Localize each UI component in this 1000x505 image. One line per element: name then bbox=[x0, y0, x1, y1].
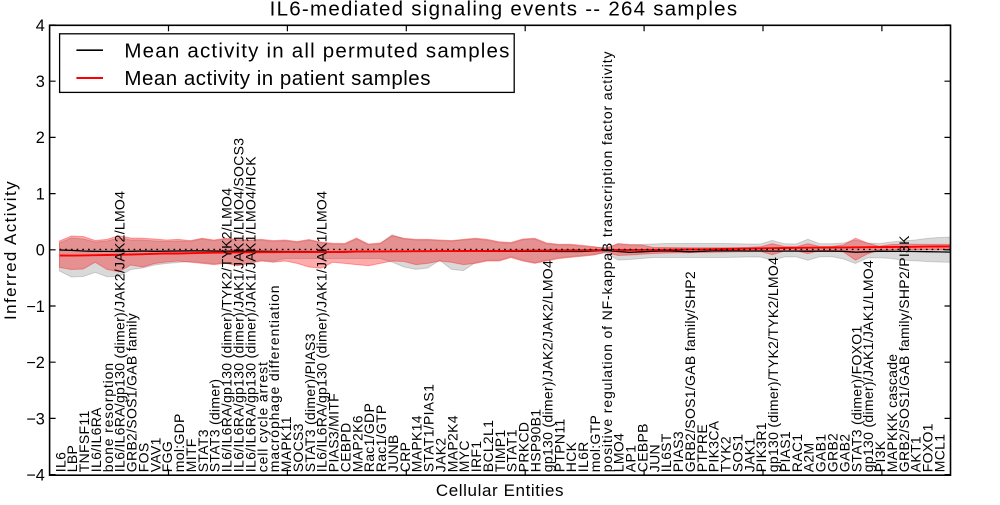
svg-text:−3: −3 bbox=[26, 410, 45, 428]
svg-text:PIAS3: PIAS3 bbox=[670, 431, 686, 472]
svg-text:HCK: HCK bbox=[563, 441, 579, 472]
svg-text:cell cycle arrest: cell cycle arrest bbox=[254, 361, 270, 472]
svg-text:mol:GTP: mol:GTP bbox=[587, 415, 603, 472]
svg-text:GAB1: GAB1 bbox=[813, 434, 829, 473]
svg-text:MYC: MYC bbox=[456, 440, 472, 472]
svg-text:positive regulation of NF-kapp: positive regulation of NF-kappaB transcr… bbox=[599, 51, 615, 473]
svg-text:PTPN11: PTPN11 bbox=[551, 419, 567, 473]
svg-text:STAT1: STAT1 bbox=[504, 429, 520, 472]
svg-text:LBP: LBP bbox=[64, 445, 80, 472]
svg-text:−2: −2 bbox=[26, 354, 45, 372]
svg-text:GRB2/SOS1/GAB family/SHP2/PI3K: GRB2/SOS1/GAB family/SHP2/PI3K bbox=[896, 235, 912, 472]
svg-text:PIK3R1: PIK3R1 bbox=[753, 422, 769, 472]
svg-text:IL6/IL6RA/gp130 (dimer)/JAK1/J: IL6/IL6RA/gp130 (dimer)/JAK1/JAK1/LMO4 bbox=[314, 191, 330, 472]
svg-text:CEBPB: CEBPB bbox=[634, 423, 650, 472]
svg-text:IL6: IL6 bbox=[52, 452, 68, 472]
svg-text:TIMP1: TIMP1 bbox=[492, 429, 508, 472]
svg-text:IL6/IL6RA/gp130 (dimer)/TYK2/T: IL6/IL6RA/gp130 (dimer)/TYK2/TYK2/LMO4 bbox=[219, 188, 235, 473]
svg-text:GRB2: GRB2 bbox=[825, 433, 841, 472]
svg-text:STAT3 (dimer)/FOXO1: STAT3 (dimer)/FOXO1 bbox=[848, 325, 864, 472]
svg-text:macrophage differentiation: macrophage differentiation bbox=[266, 285, 282, 473]
svg-text:IRF1: IRF1 bbox=[468, 441, 484, 473]
svg-text:2: 2 bbox=[36, 129, 45, 147]
svg-text:TYK2: TYK2 bbox=[718, 436, 734, 472]
svg-text:0: 0 bbox=[36, 242, 45, 260]
svg-text:MCL1: MCL1 bbox=[931, 434, 947, 473]
svg-text:PTPRE: PTPRE bbox=[694, 424, 710, 472]
svg-text:CEBPD: CEBPD bbox=[337, 422, 353, 472]
svg-text:LMO4: LMO4 bbox=[611, 433, 627, 472]
svg-text:MAP2K4: MAP2K4 bbox=[444, 415, 460, 472]
svg-text:gp130 (dimer)/JAK1/JAK1/LMO4: gp130 (dimer)/JAK1/JAK1/LMO4 bbox=[860, 260, 876, 472]
svg-text:FGG: FGG bbox=[159, 441, 175, 472]
svg-text:FOS: FOS bbox=[136, 443, 152, 473]
svg-text:HSP90B1: HSP90B1 bbox=[528, 409, 544, 473]
svg-text:GAB2: GAB2 bbox=[836, 434, 852, 473]
svg-text:BCL2L1: BCL2L1 bbox=[480, 420, 496, 472]
svg-text:IL6/IL6RA: IL6/IL6RA bbox=[88, 407, 104, 472]
svg-text:−4: −4 bbox=[26, 467, 45, 485]
svg-text:3: 3 bbox=[36, 73, 45, 91]
svg-text:CRP: CRP bbox=[397, 442, 413, 472]
svg-text:MITF: MITF bbox=[183, 438, 199, 472]
svg-text:IL6-mediated signaling events: IL6-mediated signaling events -- 264 sam… bbox=[270, 0, 739, 21]
svg-text:mol:GDP: mol:GDP bbox=[171, 413, 187, 472]
svg-text:SOS1: SOS1 bbox=[730, 434, 746, 473]
svg-text:AKT1: AKT1 bbox=[908, 436, 924, 472]
svg-text:IL6/IL6RA/gp130 (dimer)/JAK1/J: IL6/IL6RA/gp130 (dimer)/JAK1/JAK1/LMO4/H… bbox=[242, 156, 258, 472]
svg-text:STAT3 (dimer): STAT3 (dimer) bbox=[207, 379, 223, 473]
svg-text:Inferred Activity: Inferred Activity bbox=[1, 180, 20, 320]
svg-text:PRKCD: PRKCD bbox=[516, 422, 532, 473]
svg-text:bone resorption: bone resorption bbox=[100, 362, 116, 472]
svg-text:Mean activity in all permuted: Mean activity in all permuted samples bbox=[124, 39, 510, 62]
svg-text:STAT3 (dimer)/PIAS3: STAT3 (dimer)/PIAS3 bbox=[302, 333, 318, 472]
svg-text:MAPK11: MAPK11 bbox=[278, 416, 294, 472]
svg-text:MAPKKK cascade: MAPKKK cascade bbox=[884, 354, 900, 473]
svg-text:JAK1: JAK1 bbox=[741, 438, 757, 473]
svg-text:MAPK14: MAPK14 bbox=[409, 415, 425, 472]
svg-text:PIAS1: PIAS1 bbox=[777, 431, 793, 472]
svg-text:Rac1/GTP: Rac1/GTP bbox=[373, 404, 389, 472]
svg-text:IL6R: IL6R bbox=[575, 441, 591, 472]
svg-text:1: 1 bbox=[36, 186, 45, 204]
svg-text:gp130 (dimer)/JAK2/JAK2/LMO4: gp130 (dimer)/JAK2/JAK2/LMO4 bbox=[539, 260, 555, 472]
svg-text:IL6/IL6RA/gp130 (dimer)/JAK2/J: IL6/IL6RA/gp130 (dimer)/JAK2/JAK2/LMO4 bbox=[112, 191, 128, 472]
svg-text:JUNB: JUNB bbox=[385, 434, 401, 472]
svg-text:IL6ST: IL6ST bbox=[658, 433, 674, 472]
svg-text:VAV1: VAV1 bbox=[147, 437, 163, 472]
svg-text:Mean activity in patient sampl: Mean activity in patient samples bbox=[124, 67, 431, 90]
svg-text:JAK2: JAK2 bbox=[433, 438, 449, 473]
svg-text:FOXO1: FOXO1 bbox=[920, 423, 936, 472]
svg-text:GRB2/SOS1/GAB family/SHP2: GRB2/SOS1/GAB family/SHP2 bbox=[682, 271, 698, 472]
svg-text:JUN: JUN bbox=[646, 444, 662, 472]
svg-text:−1: −1 bbox=[26, 298, 45, 316]
svg-text:TNFSF11: TNFSF11 bbox=[76, 410, 92, 472]
svg-text:IL6/IL6RA/gp130 (dimer)/JAK1/J: IL6/IL6RA/gp130 (dimer)/JAK1/JAK1/LMO4/S… bbox=[231, 138, 247, 473]
svg-text:SOCS3: SOCS3 bbox=[290, 423, 306, 472]
svg-text:PI3K: PI3K bbox=[872, 440, 888, 472]
svg-text:PIAS3/MITF: PIAS3/MITF bbox=[326, 393, 342, 472]
svg-text:Cellular Entities: Cellular Entities bbox=[436, 481, 564, 500]
svg-text:STAT3: STAT3 bbox=[195, 429, 211, 472]
svg-text:GRB2/SOS1/GAB family: GRB2/SOS1/GAB family bbox=[124, 313, 140, 472]
svg-text:PIK3CA: PIK3CA bbox=[706, 420, 722, 472]
svg-text:RAC1: RAC1 bbox=[789, 434, 805, 473]
svg-text:4: 4 bbox=[36, 17, 45, 35]
svg-text:Rac1/GDP: Rac1/GDP bbox=[361, 403, 377, 472]
svg-text:gp130 (dimer)/TYK2/TYK2/LMO4: gp130 (dimer)/TYK2/TYK2/LMO4 bbox=[765, 257, 781, 472]
svg-text:MAP2K6: MAP2K6 bbox=[349, 415, 365, 472]
svg-text:A2M: A2M bbox=[801, 443, 817, 473]
svg-text:STAT1/PIAS1: STAT1/PIAS1 bbox=[421, 384, 437, 472]
svg-text:AP1: AP1 bbox=[623, 445, 639, 472]
